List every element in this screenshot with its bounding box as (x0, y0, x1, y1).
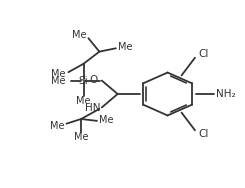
Text: NH₂: NH₂ (216, 89, 236, 99)
Text: Si: Si (79, 76, 88, 86)
Text: Me: Me (51, 76, 66, 86)
Text: Me: Me (118, 42, 133, 52)
Text: Me: Me (49, 121, 64, 130)
Text: Me: Me (72, 30, 86, 40)
Text: Me: Me (76, 96, 90, 105)
Text: Cl: Cl (198, 129, 208, 139)
Text: O: O (89, 75, 98, 85)
Text: Cl: Cl (198, 49, 208, 59)
Text: Me: Me (74, 132, 88, 142)
Text: Me: Me (99, 115, 114, 125)
Text: Me: Me (51, 69, 66, 79)
Text: HN: HN (85, 103, 101, 113)
